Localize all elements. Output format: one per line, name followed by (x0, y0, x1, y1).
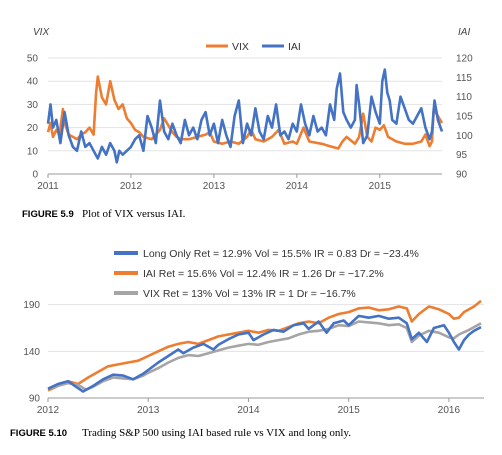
x-tick-label: 2014 (286, 181, 309, 192)
series-line-iai (47, 299, 482, 392)
y-tick-label: 20 (27, 123, 39, 134)
y-tick-label: 190 (23, 300, 40, 311)
right-y-tick-label: 95 (456, 150, 468, 161)
y-tick-label: 140 (23, 347, 40, 358)
right-y-tick-label: 110 (456, 92, 472, 103)
series-lines (47, 299, 482, 393)
x-tick-label: 2011 (37, 181, 59, 192)
legend-label-long-only: Long Only Ret = 12.9% Vol = 15.5% IR = 0… (143, 248, 419, 260)
x-tick-label: 2014 (237, 405, 260, 416)
series-line-long-only (47, 314, 482, 393)
x-tick-label: 2015 (338, 405, 361, 416)
right-y-tick-label: 100 (456, 131, 473, 142)
series-lines (46, 68, 444, 164)
x-tick-labels: 2011 2012 2013 2014 2015 (37, 174, 391, 192)
left-y-tick-labels: 0 10 20 30 40 50 (27, 54, 39, 181)
legend: VIX IAI (206, 41, 301, 53)
left-axis-title: VIX (33, 27, 49, 38)
y-tick-label: 0 (32, 170, 38, 181)
x-tick-label: 2013 (203, 181, 226, 192)
x-tick-labels: 2012 2013 2014 2015 2016 (37, 398, 461, 416)
right-y-tick-label: 105 (456, 112, 473, 123)
legend: Long Only Ret = 12.9% Vol = 15.5% IR = 0… (114, 248, 419, 300)
figure-label: FIGURE 5.9 (22, 209, 74, 220)
legend-label-vix: VIX (232, 41, 249, 53)
right-axis-title: IAI (458, 27, 470, 38)
figure-caption: Plot of VIX versus IAI. (82, 208, 186, 220)
figure-5-10: 90 140 190 2012 2013 2014 2015 2016 Long Only … (10, 248, 484, 439)
y-tick-label: 10 (27, 146, 39, 157)
gridlines (48, 304, 484, 399)
right-y-tick-label: 120 (456, 54, 473, 65)
right-y-tick-label: 115 (456, 73, 472, 84)
legend-label-iai: IAI (288, 41, 301, 53)
x-tick-label: 2012 (37, 405, 60, 416)
y-tick-label: 40 (27, 77, 39, 88)
x-tick-label: 2013 (137, 405, 160, 416)
figure-label: FIGURE 5.10 (10, 428, 67, 439)
y-tick-label: 50 (27, 54, 39, 65)
x-tick-label: 2015 (369, 181, 392, 192)
right-y-tick-labels: 90 95 100 105 110 115 120 (456, 54, 473, 181)
y-tick-labels: 90 140 190 (23, 300, 40, 404)
figure-caption: Trading S&P 500 using IAI based rule vs … (82, 427, 351, 439)
right-y-tick-label: 90 (456, 170, 468, 181)
figure-number: FIGURE 5.9 (22, 209, 74, 220)
series-line-iai (46, 68, 444, 164)
x-tick-label: 2016 (438, 405, 461, 416)
series-line-vix (46, 75, 444, 150)
x-tick-label: 2012 (120, 181, 143, 192)
y-tick-label: 90 (29, 394, 41, 405)
figure-number: FIGURE 5.10 (10, 428, 67, 439)
legend-label-vix: VIX Ret = 13% Vol = 13% IR = 1 Dr = −16.… (143, 288, 356, 300)
legend-label-iai: IAI Ret = 15.6% Vol = 12.4% IR = 1.26 Dr… (143, 268, 384, 280)
y-tick-label: 30 (27, 100, 39, 111)
